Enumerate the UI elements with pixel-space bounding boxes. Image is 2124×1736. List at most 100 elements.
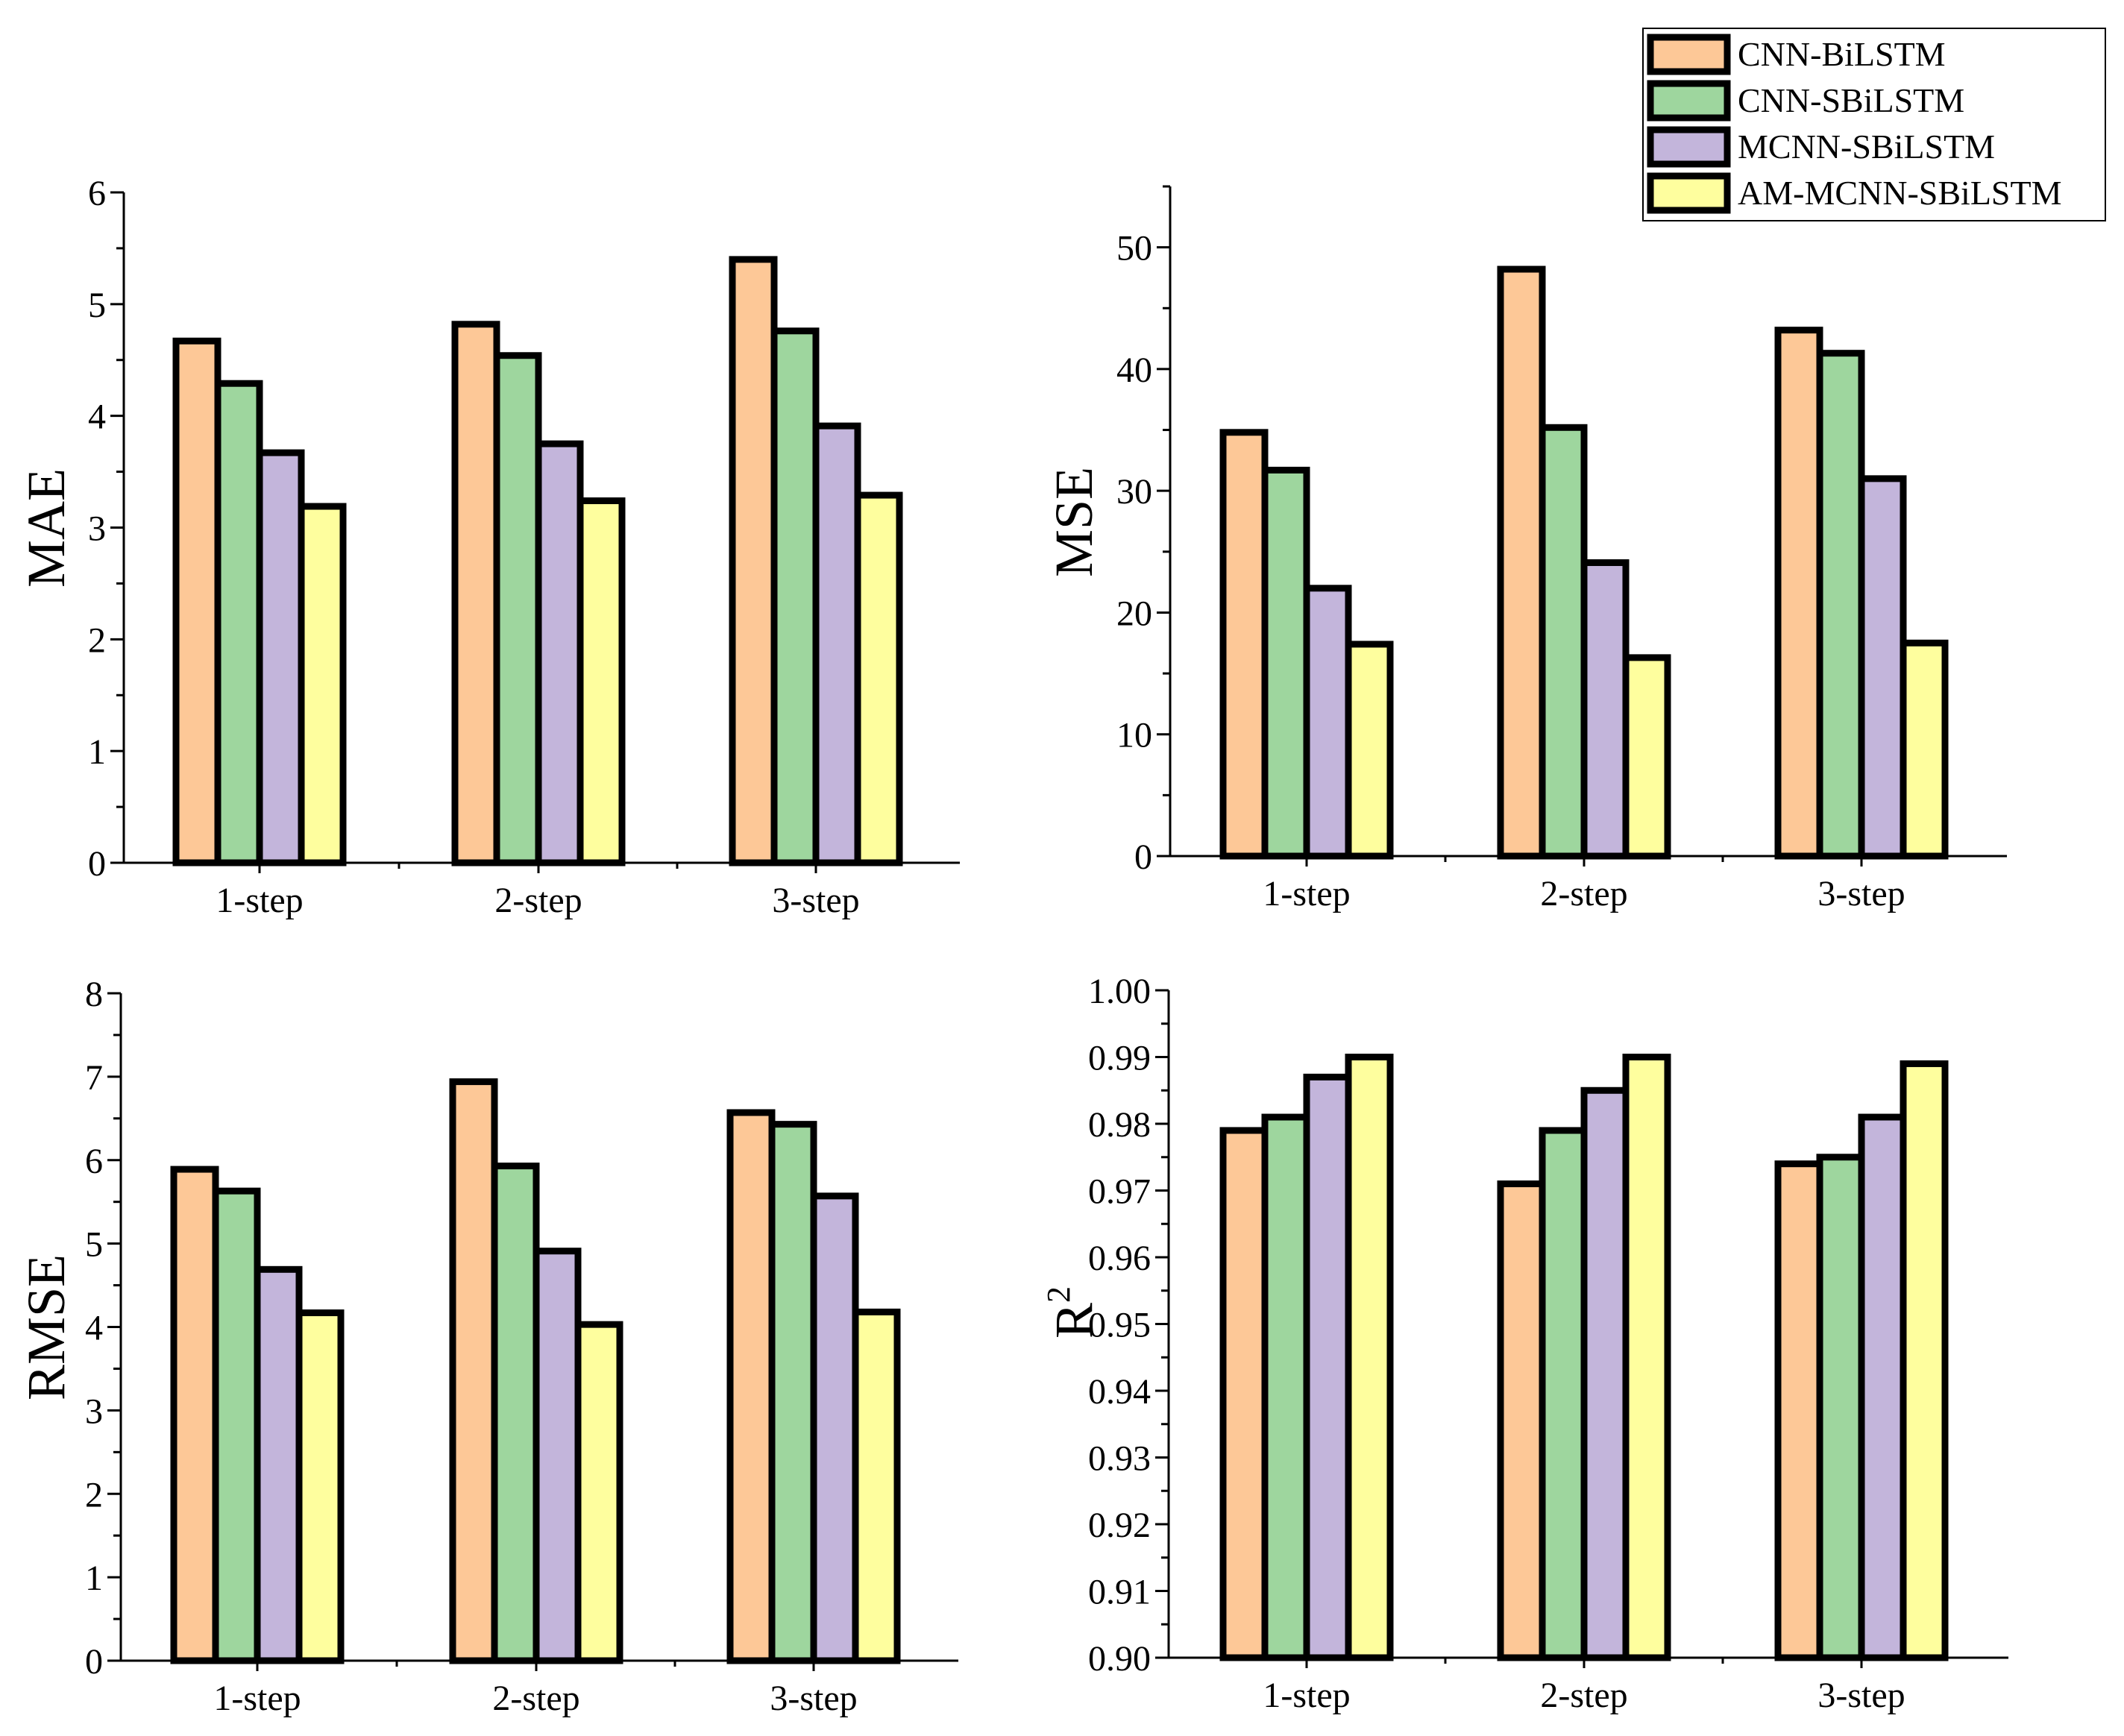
bar-mcnn-sbilstm-2-step xyxy=(535,440,584,867)
bar-mcnn-sbilstm-2-step xyxy=(1580,559,1630,860)
y-tick-label: 8 xyxy=(85,975,103,1014)
y-tick-label: 0 xyxy=(85,1642,103,1682)
y-axis-title: MAE xyxy=(16,468,76,588)
y-tick-label: 6 xyxy=(85,1142,103,1181)
bar-am-mcnn-sbilstm-3-step xyxy=(1900,639,1949,860)
bar-mcnn-sbilstm-2-step xyxy=(532,1248,582,1664)
y-tick-label: 2 xyxy=(85,1475,103,1515)
y-tick-label: 1 xyxy=(88,732,106,772)
legend-label-mcnn-sbilstm: MCNN-SBiLSTM xyxy=(1738,128,1995,166)
bar-am-mcnn-sbilstm-1-step xyxy=(1345,641,1394,860)
y-tick-label: 20 xyxy=(1116,594,1152,633)
y-tick-label: 5 xyxy=(85,1225,103,1265)
x-tick-label: 3-step xyxy=(1817,874,1905,913)
chart-panel-r2: 0.90 0.91 0.92 0.93 0.94 0.95 0.96 0.97 0.98 0.99… xyxy=(1040,972,2008,1715)
bar-cnn-sbilstm-1-step xyxy=(214,380,263,867)
bar-mcnn-sbilstm-3-step xyxy=(810,1192,859,1664)
x-tick-label: 2-step xyxy=(494,881,582,920)
y-axis-title: RMSE xyxy=(16,1254,76,1400)
bar-am-mcnn-sbilstm-3-step xyxy=(1900,1060,1949,1661)
y-tick-label: 0.96 xyxy=(1088,1239,1151,1278)
y-tick-label: 1 xyxy=(85,1559,103,1598)
x-tick-label: 1-step xyxy=(213,1679,301,1718)
bar-cnn-sbilstm-2-step xyxy=(493,352,542,867)
chart-panel-rmse: 0 1 2 3 4 5 6 7 8 1-step 2-step 3-step RMSE xyxy=(16,975,958,1718)
bar-cnn-bilstm-3-step xyxy=(726,1109,776,1664)
bar-cnn-sbilstm-3-step xyxy=(768,1121,817,1664)
bar-cnn-bilstm-2-step xyxy=(449,1078,498,1664)
legend-label-cnn-sbilstm: CNN-SBiLSTM xyxy=(1738,81,1964,119)
bar-cnn-bilstm-1-step xyxy=(1219,429,1269,860)
bar-mcnn-sbilstm-3-step xyxy=(1858,475,1907,860)
legend-label-cnn-bilstm: CNN-BiLSTM xyxy=(1738,35,1946,73)
y-tick-label: 3 xyxy=(85,1391,103,1431)
x-tick-label: 2-step xyxy=(1540,1676,1627,1715)
bar-cnn-bilstm-1-step xyxy=(170,1166,219,1664)
y-tick-label: 4 xyxy=(85,1309,103,1348)
bar-mcnn-sbilstm-1-step xyxy=(1303,1073,1352,1661)
legend: CNN-BiLSTM CNN-SBiLSTM MCNN-SBiLSTM AM-MCNN… xyxy=(1642,28,2106,221)
y-tick-label: 50 xyxy=(1116,229,1152,268)
bar-cnn-sbilstm-2-step xyxy=(1539,424,1588,860)
bar-mcnn-sbilstm-3-step xyxy=(1858,1113,1907,1661)
chart-panel-mse: 0 10 20 30 40 50 1-step 2-step 3-step MSE xyxy=(1044,185,2007,913)
x-tick-label: 3-step xyxy=(1817,1676,1905,1715)
y-tick-label: 0 xyxy=(1134,837,1152,877)
y-tick-label: 0.92 xyxy=(1088,1506,1151,1545)
bar-cnn-bilstm-2-step xyxy=(451,321,500,867)
bar-am-mcnn-sbilstm-2-step xyxy=(1622,1054,1671,1661)
y-tick-label: 2 xyxy=(88,620,106,660)
bar-cnn-bilstm-2-step xyxy=(1497,1180,1546,1661)
bar-cnn-sbilstm-1-step xyxy=(1261,1113,1310,1661)
y-tick-label: 5 xyxy=(88,286,106,325)
y-tick-label: 1.00 xyxy=(1088,972,1151,1011)
y-tick-label: 0.99 xyxy=(1088,1039,1151,1078)
y-tick-label: 7 xyxy=(85,1058,103,1098)
legend-swatch-mcnn-sbilstm xyxy=(1647,126,1731,168)
y-axis-title: MSE xyxy=(1044,467,1104,577)
legend-swatch-cnn-sbilstm xyxy=(1647,80,1731,122)
bar-am-mcnn-sbilstm-2-step xyxy=(1622,654,1671,860)
bar-mcnn-sbilstm-1-step xyxy=(254,1265,303,1664)
bar-cnn-sbilstm-2-step xyxy=(1539,1127,1588,1661)
bar-cnn-sbilstm-2-step xyxy=(491,1163,540,1664)
bar-am-mcnn-sbilstm-3-step xyxy=(854,491,903,867)
legend-label-am-mcnn-sbilstm: AM-MCNN-SBiLSTM xyxy=(1738,174,2062,212)
bar-cnn-bilstm-1-step xyxy=(172,337,221,867)
bar-cnn-sbilstm-3-step xyxy=(1816,1154,1865,1661)
y-tick-label: 40 xyxy=(1116,350,1152,390)
bar-cnn-sbilstm-3-step xyxy=(770,327,820,867)
x-tick-label: 2-step xyxy=(492,1679,579,1718)
y-tick-label: 3 xyxy=(88,509,106,549)
bar-cnn-bilstm-2-step xyxy=(1497,265,1546,860)
bar-cnn-sbilstm-1-step xyxy=(1261,466,1310,860)
y-tick-label: 0.94 xyxy=(1088,1372,1151,1412)
y-tick-label: 0.90 xyxy=(1088,1639,1151,1679)
y-tick-label: 0.91 xyxy=(1088,1573,1151,1612)
bar-mcnn-sbilstm-1-step xyxy=(256,449,305,867)
bar-cnn-bilstm-3-step xyxy=(729,256,778,867)
bar-cnn-bilstm-1-step xyxy=(1219,1127,1269,1661)
y-tick-label: 6 xyxy=(88,174,106,213)
bar-mcnn-sbilstm-2-step xyxy=(1580,1086,1630,1661)
bar-cnn-sbilstm-1-step xyxy=(212,1187,261,1664)
bar-am-mcnn-sbilstm-2-step xyxy=(576,497,626,867)
y-tick-label: 0.98 xyxy=(1088,1105,1151,1145)
y-tick-label: 0 xyxy=(88,844,106,884)
bar-am-mcnn-sbilstm-1-step xyxy=(1345,1054,1394,1661)
y-axis-title-superscript: 2 xyxy=(1040,1286,1077,1303)
bar-cnn-bilstm-3-step xyxy=(1774,1160,1823,1661)
bar-am-mcnn-sbilstm-1-step xyxy=(295,1309,345,1664)
x-tick-label: 3-step xyxy=(770,1679,857,1718)
x-tick-label: 3-step xyxy=(772,881,859,920)
y-tick-label: 0.97 xyxy=(1088,1172,1151,1212)
legend-swatch-am-mcnn-sbilstm xyxy=(1647,172,1731,214)
bar-mcnn-sbilstm-1-step xyxy=(1303,585,1352,860)
bar-am-mcnn-sbilstm-3-step xyxy=(852,1308,901,1664)
y-tick-label: 10 xyxy=(1116,716,1152,755)
x-tick-label: 2-step xyxy=(1540,874,1627,913)
x-tick-label: 1-step xyxy=(1263,1676,1350,1715)
bar-cnn-bilstm-3-step xyxy=(1774,327,1823,860)
legend-swatch-cnn-bilstm xyxy=(1647,34,1731,75)
